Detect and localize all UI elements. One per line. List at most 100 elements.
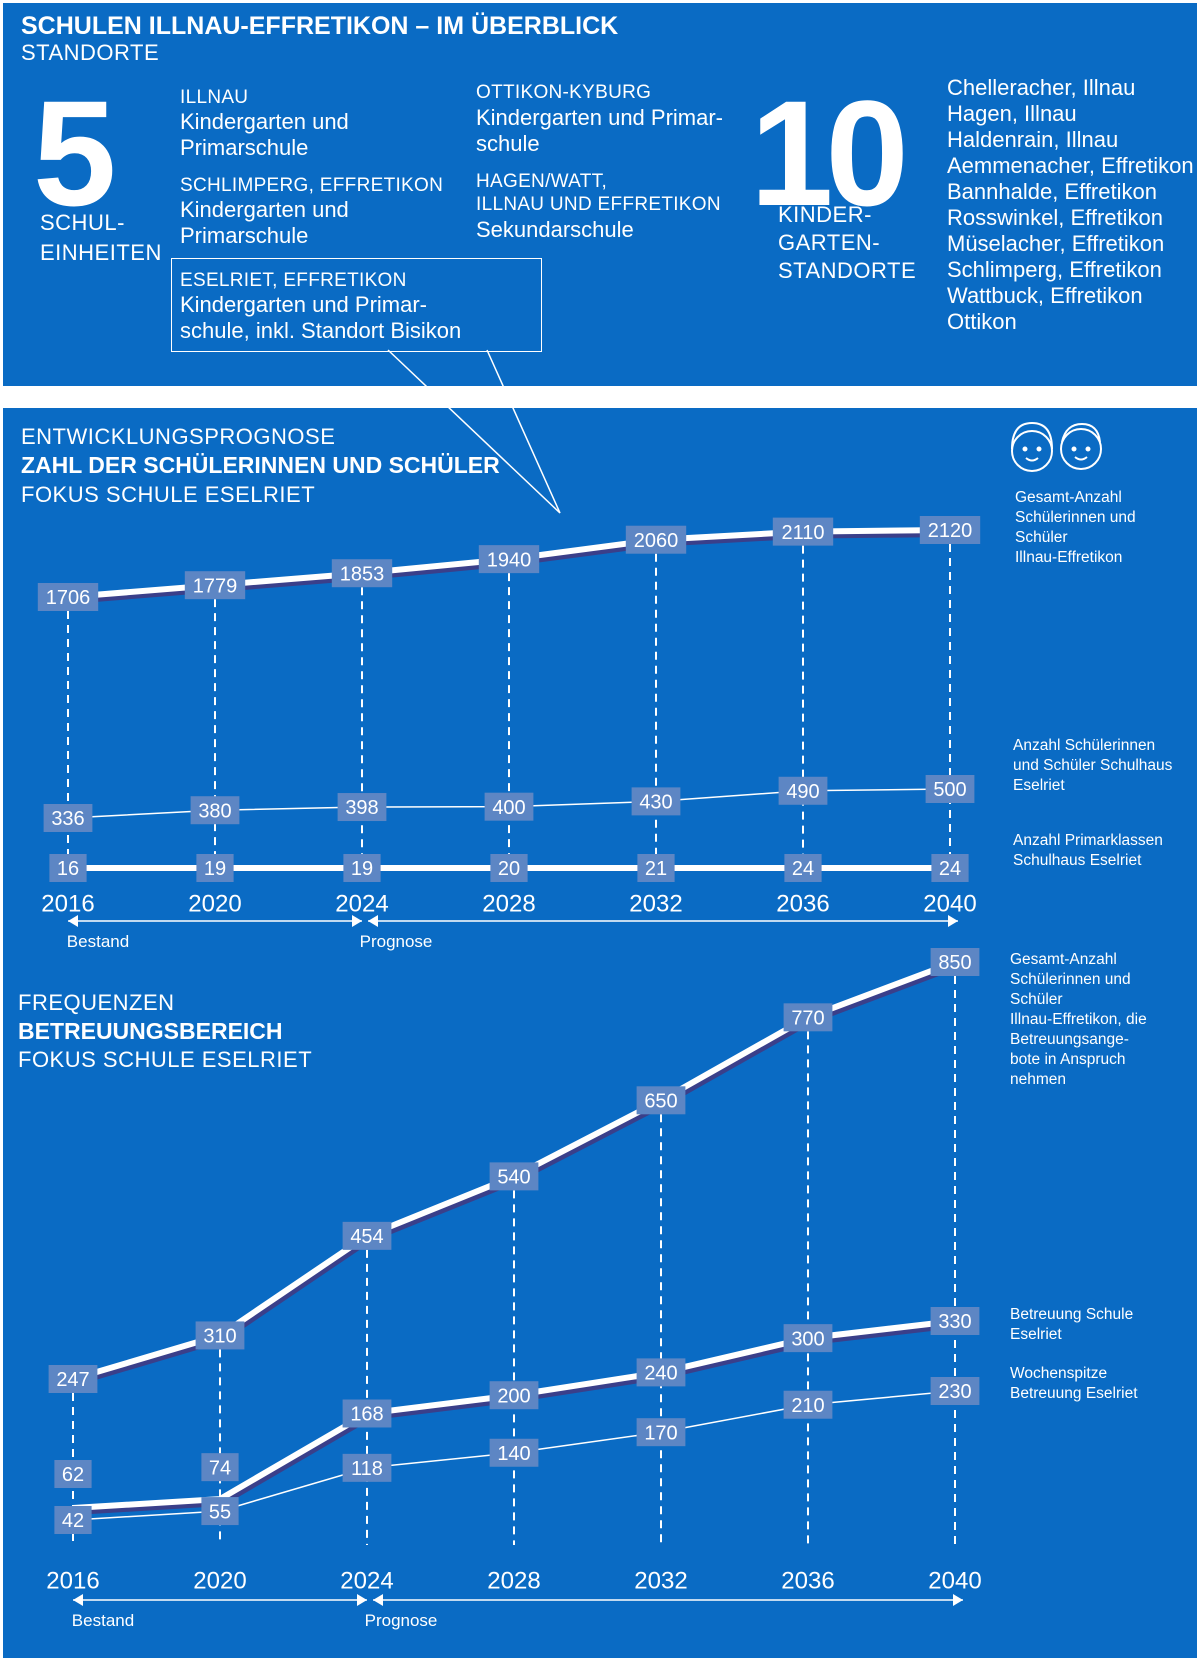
bestand-label: Bestand (72, 1611, 134, 1630)
legend-eselriet-students: Anzahl Schülerinnen und Schüler Schulhau… (1013, 737, 1173, 794)
x-tick-label: 2028 (482, 891, 535, 918)
x-tick-label: 2028 (487, 1568, 540, 1595)
bestand-arrow-head-left (68, 915, 78, 927)
data-label-childcare-total: 540 (497, 1167, 530, 1189)
data-label-total-box (772, 517, 834, 546)
data-label-eselriet-box (43, 804, 93, 832)
data-label-weekly-peak: 118 (351, 1458, 383, 1480)
school-unit-name: ILLNAU UND EFFRETIKON (476, 194, 721, 215)
kindergarten-location: Haldenrain, Illnau (947, 127, 1119, 152)
school-unit-name: HAGEN/WATT, (476, 171, 608, 192)
x-tick-label: 2032 (634, 1568, 687, 1595)
data-label-classes: 21 (645, 858, 667, 880)
kindergarten-location: Chelleracher, Illnau (947, 75, 1136, 100)
section2-line2: BETREUUNGSBEREICH (18, 1018, 283, 1044)
kindergarten-location: Ottikon (947, 309, 1017, 334)
school-unit-desc: schule, inkl. Standort Bisikon (180, 318, 462, 343)
kindergarten-location: Bannhalde, Effretikon (947, 179, 1157, 204)
data-label-childcare-eselriet-box (489, 1381, 539, 1410)
data-label-weekly-peak: 210 (791, 1395, 824, 1417)
data-label-childcare-eselriet: 200 (497, 1385, 530, 1407)
data-label-total: 1853 (340, 563, 385, 585)
school-units-count: 5 (33, 69, 117, 237)
data-label-classes-box (49, 854, 87, 882)
data-label-total-box (331, 559, 393, 588)
bestand-arrow-head-right (357, 1594, 367, 1606)
data-label-weekly-peak-box (930, 1377, 980, 1405)
x-tick-label: 2036 (781, 1568, 834, 1595)
data-label-childcare-eselriet: 62 (62, 1464, 84, 1486)
data-label-childcare-total: 650 (644, 1091, 677, 1113)
school-unit-desc: Kindergarten und (180, 109, 349, 134)
people-icon (1011, 421, 1102, 472)
data-label-classes-box (343, 854, 381, 882)
legend-weekly-peak: Wochenspitze Betreuung Eselriet (1010, 1365, 1138, 1402)
data-label-childcare-total-box (48, 1365, 98, 1393)
data-label-weekly-peak-box (489, 1438, 539, 1467)
overview-panel (3, 3, 1197, 386)
school-unit-name: SCHLIMPERG, EFFRETIKON (180, 175, 444, 196)
data-label-eselriet: 430 (639, 792, 672, 814)
data-label-childcare-total: 850 (938, 952, 971, 974)
kindergarten-location: Müselacher, Effretikon (947, 231, 1165, 256)
legend-total-childcare: Gesamt-Anzahl Schülerinnen und Schüler I… (1010, 951, 1147, 1088)
data-label-childcare-eselriet-box (54, 1460, 92, 1488)
school-units-label-1: SCHUL- (40, 210, 125, 235)
data-label-childcare-total-box (342, 1221, 392, 1250)
bestand-arrow-head-right (352, 915, 362, 927)
prognose-arrow-head-left (373, 1594, 383, 1606)
data-label-eselriet: 500 (933, 779, 966, 801)
x-tick-label: 2040 (928, 1568, 981, 1595)
bestand-arrow-head-left (73, 1594, 83, 1606)
legend-primary-classes: Anzahl Primarklassen Schulhaus Eselriet (1013, 832, 1163, 869)
legend-total-students: Gesamt-Anzahl Schülerinnen und Schüler I… (1015, 489, 1136, 566)
x-tick-label: 2040 (923, 891, 976, 918)
data-label-classes: 20 (498, 858, 520, 880)
kindergarten-label-1: KINDER- (778, 202, 872, 227)
data-label-eselriet-box (778, 776, 828, 805)
prognose-arrow-head-left (368, 915, 378, 927)
data-label-classes: 24 (792, 858, 814, 880)
kindergarten-label-2: GARTEN- (778, 230, 881, 255)
data-label-eselriet-box (631, 787, 681, 816)
x-tick-label: 2016 (41, 891, 94, 918)
data-label-childcare-eselriet-box (201, 1453, 239, 1482)
data-label-classes-box (196, 854, 234, 882)
eselriet-callout-box (171, 258, 542, 352)
data-label-eselriet-box (190, 796, 240, 825)
school-unit-name: OTTIKON-KYBURG (476, 82, 652, 103)
data-label-total-box (478, 545, 540, 574)
data-label-childcare-total-box (930, 948, 980, 976)
data-label-weekly-peak-box (201, 1497, 239, 1526)
data-label-classes: 19 (204, 858, 226, 880)
school-unit-desc: Kindergarten und Primar- (476, 105, 724, 130)
data-label-childcare-eselriet: 74 (209, 1457, 231, 1479)
x-tick-label: 2020 (193, 1568, 246, 1595)
data-label-weekly-peak-box (342, 1453, 392, 1482)
data-label-classes: 24 (939, 858, 961, 880)
section1-line2: ZAHL DER SCHÜLERINNEN UND SCHÜLER (21, 452, 500, 478)
data-label-total-box (37, 583, 99, 611)
x-tick-label: 2016 (46, 1568, 99, 1595)
data-label-weekly-peak-box (783, 1390, 833, 1419)
data-label-classes-box (784, 854, 822, 882)
kindergarten-location: Rosswinkel, Effretikon (947, 205, 1164, 230)
data-label-childcare-eselriet: 240 (644, 1363, 677, 1385)
school-unit-desc: Primarschule (180, 135, 309, 160)
data-label-eselriet-box (484, 792, 534, 821)
data-label-weekly-peak: 230 (938, 1381, 971, 1403)
childcare-frequency-chart: 247 310 454 540 650 770 850 62 74 168 200 240 300 330… (46, 948, 982, 1630)
data-label-childcare-eselriet-box (783, 1324, 833, 1353)
x-tick-label: 2032 (629, 891, 682, 918)
charts-panel (3, 408, 1197, 1658)
data-label-childcare-total: 454 (350, 1226, 383, 1248)
legend-childcare-eselriet: Betreuung Schule Eselriet (1010, 1306, 1134, 1343)
school-unit-desc: Primarschule (180, 223, 309, 248)
data-label-total: 1706 (46, 587, 91, 609)
kindergarten-location: Wattbuck, Effretikon (947, 283, 1143, 308)
data-label-total: 1940 (487, 549, 532, 571)
school-unit-desc: Sekundarschule (476, 217, 634, 242)
data-label-eselriet: 398 (345, 797, 378, 819)
prognose-arrow-head-right (948, 915, 958, 927)
